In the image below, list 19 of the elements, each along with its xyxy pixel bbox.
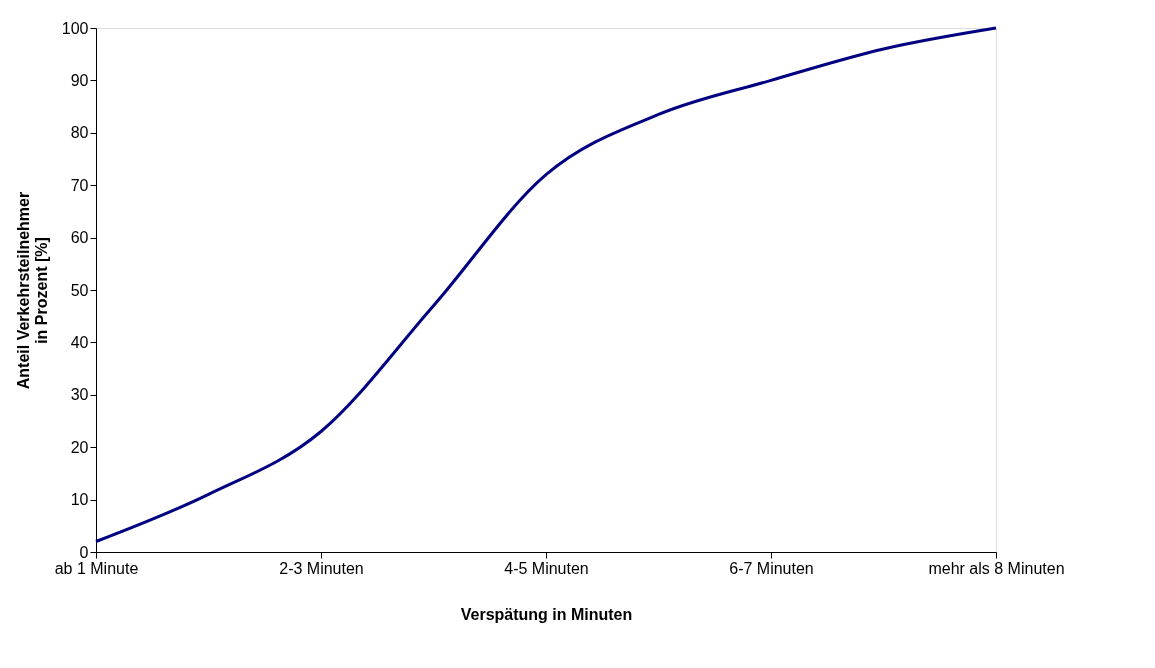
y-axis-title: Anteil Verkehrsteilnehmer in Prozent [%] [14,191,50,390]
y-tick-label: 30 [70,386,89,404]
y-tick-label: 0 [79,543,89,561]
x-axis-title: Verspätung in Minuten [460,605,633,623]
y-tick-label: 40 [70,333,89,351]
y-tick-label: 20 [70,438,89,456]
line-series [94,26,998,544]
y-tick-label: 60 [70,229,89,247]
y-tick-label: 100 [61,19,89,37]
x-tick-label: mehr als 8 Minuten [928,559,1065,577]
y-tick-label: 50 [70,281,89,299]
x-tick-label: ab 1 Minute [54,559,139,577]
x-tick-label: 2-3 Minuten [279,559,364,577]
y-tick-label: 90 [70,71,89,89]
x-tick-label: 6-7 Minuten [729,559,814,577]
y-tick-label: 70 [70,176,89,194]
y-tick-label: 80 [70,124,89,142]
x-tick-label: 4-5 Minuten [504,559,589,577]
y-tick-label: 10 [70,491,89,509]
